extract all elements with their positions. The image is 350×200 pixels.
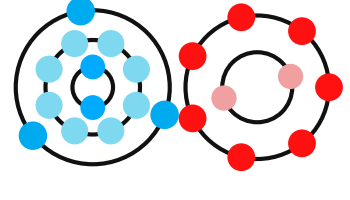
Point	[46, 104, 52, 107]
Point	[78, 11, 84, 14]
Point	[190, 55, 195, 58]
Point	[30, 134, 36, 138]
Point	[326, 86, 332, 89]
Point	[299, 30, 305, 34]
Point	[134, 104, 139, 107]
Point	[72, 130, 77, 133]
Point	[288, 75, 293, 79]
Point	[299, 142, 305, 145]
Point	[108, 43, 114, 46]
Point	[134, 68, 139, 71]
Point	[238, 156, 244, 159]
Point	[190, 117, 195, 120]
Point	[162, 114, 167, 117]
Point	[108, 130, 114, 133]
Point	[238, 17, 244, 20]
Point	[90, 106, 96, 110]
Point	[72, 43, 77, 46]
Point	[90, 66, 96, 69]
Point	[46, 68, 52, 71]
Point	[221, 97, 227, 100]
